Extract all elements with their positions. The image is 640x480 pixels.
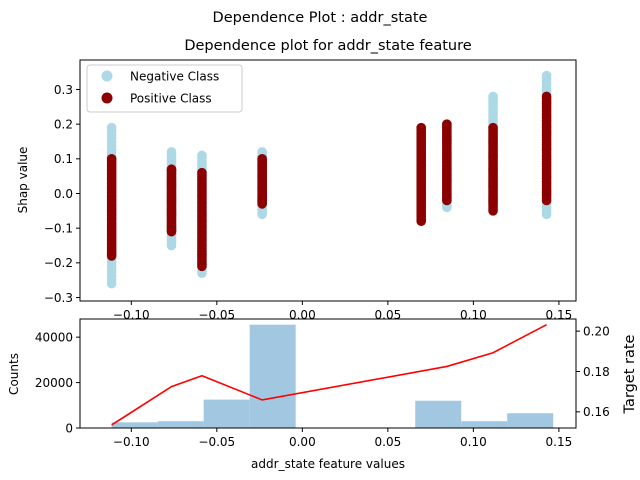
positive-class-point: [166, 164, 177, 175]
positive-class-point: [257, 154, 267, 164]
histogram-bar: [507, 413, 554, 428]
scatter-legend: Negative Class Positive Class: [86, 64, 243, 113]
dependence-scatter-panel: Dependence plot for addr_state feature −…: [16, 38, 577, 322]
histogram-y-axis-label: Counts: [7, 353, 21, 395]
legend-positive-class-marker: [101, 92, 113, 104]
negative-class-point: [106, 122, 117, 133]
legend-negative-class-marker: [101, 70, 113, 82]
scatter-title: Dependence plot for addr_state feature: [184, 38, 471, 54]
target-rate-axis-label: Target rate: [622, 334, 638, 414]
histogram-panel: −0.10 −0.05 0.00 0.05 0.10 0.15 0 20000 40000 0…: [7, 318, 638, 471]
positive-class-point: [488, 122, 498, 133]
histogram-bar: [203, 399, 250, 428]
legend-positive-class-label: Positive Class: [130, 92, 212, 106]
y-tick-label: 0.1: [54, 152, 73, 166]
y-tick-label: 20000: [35, 376, 73, 390]
target-rate-y-axis: 0.16 0.18 0.20: [576, 324, 610, 419]
histogram-bar: [415, 400, 462, 428]
histogram-bars: [111, 324, 554, 428]
histogram-y-axis: 0 20000 40000: [35, 330, 80, 435]
x-tick-label: 0.15: [546, 435, 573, 449]
scatter-points: [106, 70, 552, 289]
histogram-plot-frame: [79, 318, 577, 429]
histogram-bar: [249, 324, 296, 428]
positive-class-point: [106, 154, 117, 164]
histogram-bar: [111, 422, 158, 428]
legend-negative-class-label: Negative Class: [130, 70, 219, 84]
x-tick-label: −0.05: [198, 435, 235, 449]
histogram-bar: [157, 421, 204, 428]
figure-suptitle: Dependence Plot : addr_state: [213, 10, 428, 26]
positive-class-point: [442, 119, 452, 129]
y-tick-label: 0: [65, 421, 73, 435]
x-tick-label: 0.05: [375, 435, 402, 449]
target-rate-line: [111, 323, 547, 426]
y-tick-label: 0.3: [54, 83, 73, 97]
x-tick-label: 0.05: [375, 308, 402, 322]
y-tick-label: 40000: [35, 330, 73, 344]
positive-class-point: [416, 122, 427, 133]
x-tick-label: 0.10: [460, 435, 487, 449]
histogram-bar: [461, 421, 508, 428]
y2-tick-label: 0.20: [583, 324, 610, 338]
positive-class-point: [541, 91, 552, 102]
negative-class-point: [166, 147, 177, 157]
x-tick-label: 0.00: [289, 435, 316, 449]
x-tick-label: 0.10: [460, 308, 487, 322]
y-tick-label: 0.2: [54, 117, 73, 131]
y-tick-label: −0.3: [44, 291, 73, 305]
histogram-x-axis-label: addr_state feature values: [251, 457, 405, 471]
negative-class-point: [257, 147, 267, 157]
legend-frame: [86, 64, 243, 113]
scatter-y-axis-label: Shap value: [16, 147, 30, 214]
scatter-y-axis: −0.3 −0.2 −0.1 0.0 0.1 0.2 0.3: [44, 83, 80, 305]
x-tick-label: −0.10: [113, 308, 150, 322]
x-tick-label: 0.15: [546, 308, 573, 322]
positive-class-point: [197, 167, 207, 178]
x-tick-label: −0.05: [198, 308, 235, 322]
scatter-plot-frame: [79, 59, 577, 302]
histogram-x-axis: −0.10 −0.05 0.00 0.05 0.10 0.15: [113, 428, 572, 449]
y2-tick-label: 0.16: [583, 405, 610, 419]
negative-class-point: [488, 91, 498, 102]
negative-class-point: [197, 150, 207, 161]
x-tick-label: 0.00: [289, 308, 316, 322]
x-tick-label: −0.10: [113, 435, 150, 449]
y-tick-label: 0.0: [54, 187, 73, 201]
y-tick-label: −0.1: [44, 221, 73, 235]
y-tick-label: −0.2: [44, 256, 73, 270]
negative-class-point: [541, 70, 552, 81]
y2-tick-label: 0.18: [583, 365, 610, 379]
